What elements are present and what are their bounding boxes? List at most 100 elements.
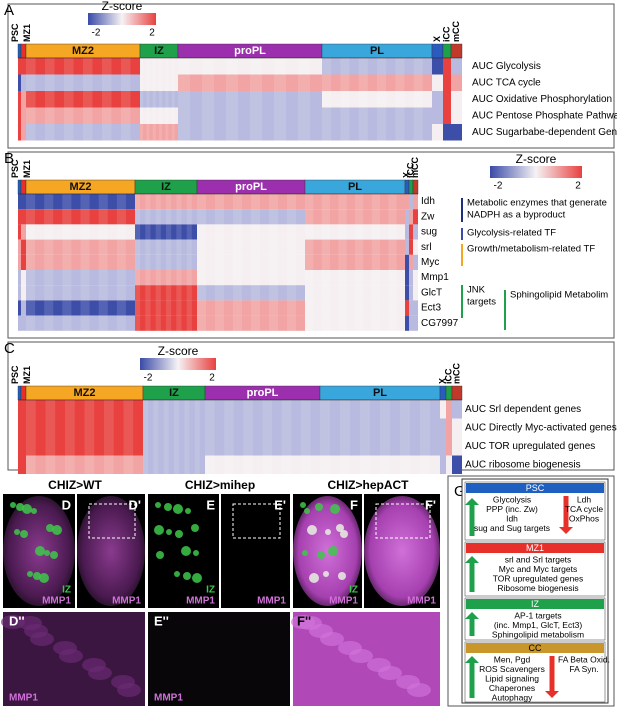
heatmap-texture	[215, 194, 224, 210]
heatmap-cell	[140, 91, 178, 108]
heatmap-cell	[26, 254, 135, 270]
heatmap-texture	[205, 400, 215, 419]
heatmap-texture	[98, 209, 108, 225]
heatmap-texture	[166, 209, 172, 225]
heatmap-cell	[432, 124, 443, 141]
heatmap-cell	[26, 124, 140, 141]
heatmap-texture	[400, 400, 410, 419]
heatmap-cell	[140, 58, 178, 75]
heatmap-texture	[215, 254, 224, 270]
heatmap-texture	[321, 239, 330, 255]
heatmap-texture	[165, 74, 169, 91]
colorbar-tick: 2	[149, 28, 155, 39]
summary-box	[461, 478, 609, 704]
heatmap-cell	[413, 209, 418, 225]
heatmap-texture	[371, 285, 380, 301]
row-label: AUC Directly Myc-activated genes	[465, 422, 617, 433]
heatmap-texture	[145, 209, 151, 225]
gfp-cell	[166, 529, 172, 535]
cluster-label: MZ2	[72, 45, 94, 57]
heatmap-texture	[152, 107, 156, 124]
heatmap-texture	[165, 58, 169, 75]
heatmap-texture	[135, 270, 141, 286]
colorbar-tick: 2	[575, 181, 581, 192]
heatmap-texture	[340, 74, 350, 91]
heatmap-cell	[26, 315, 135, 331]
heatmap-texture	[300, 455, 311, 474]
heatmap-cell	[18, 285, 21, 301]
heatmap-texture	[250, 124, 262, 141]
colorbar-title: Z-score	[158, 344, 199, 358]
heatmap-texture	[65, 455, 75, 474]
heatmap-texture	[355, 254, 364, 270]
gfp-cell	[164, 503, 172, 511]
heatmap-cell	[143, 437, 205, 456]
zoom-box	[375, 503, 431, 539]
heatmap-texture	[194, 437, 200, 456]
heatmap-texture	[371, 224, 380, 240]
heatmap-texture	[166, 300, 172, 316]
heatmap-cell	[413, 315, 418, 331]
cluster-bar	[17, 385, 22, 401]
heatmap-texture	[44, 300, 54, 316]
cluster-bar	[20, 385, 27, 401]
heatmap-texture	[155, 239, 161, 255]
heatmap-cell	[305, 285, 405, 301]
heatmap-cell	[443, 58, 451, 75]
heatmap-texture	[215, 315, 224, 331]
heatmap-texture	[80, 254, 90, 270]
pathway: TOR upregulated genes	[493, 573, 584, 583]
heatmap-texture	[44, 254, 54, 270]
heatmap-texture	[159, 107, 163, 124]
heatmap-texture	[338, 194, 347, 210]
heatmap-texture	[197, 239, 206, 255]
heatmap-cell	[197, 239, 305, 255]
gfp-cell	[44, 550, 50, 556]
cluster-bar	[408, 179, 414, 195]
heatmap-texture	[84, 437, 95, 456]
heatmap-texture	[224, 400, 234, 419]
heatmap-texture	[62, 224, 72, 240]
panel-label: C	[4, 340, 15, 357]
gfp-cell	[27, 571, 33, 577]
heatmap-texture	[300, 418, 311, 437]
heatmap-texture	[44, 315, 54, 331]
image-title: CHIZ>WT	[48, 478, 102, 492]
heatmap-texture	[360, 437, 370, 456]
heatmap-texture	[155, 224, 161, 240]
heatmap-texture	[176, 285, 182, 301]
image-title: CHIZ>mihep	[185, 478, 255, 492]
gfp-cell	[10, 502, 16, 508]
heatmap-texture	[377, 58, 387, 75]
heatmap-cell	[135, 315, 197, 331]
heatmap-texture	[62, 254, 72, 270]
heatmap-texture	[287, 224, 296, 240]
heatmap-texture	[26, 437, 36, 456]
heatmap-cell	[205, 455, 320, 474]
heatmap-cell	[18, 455, 21, 474]
heatmap-texture	[251, 315, 260, 331]
stain-label: MMP1	[257, 596, 286, 607]
heatmap-texture	[102, 74, 112, 91]
heatmap-cell	[452, 455, 462, 474]
colorbar-tick: -2	[144, 373, 153, 384]
heatmap-texture	[116, 285, 126, 301]
heatmap-cell	[18, 91, 21, 108]
heatmap-texture	[26, 224, 36, 240]
heatmap-texture	[163, 400, 169, 419]
heatmap-texture	[186, 254, 192, 270]
heatmap-texture	[176, 224, 182, 240]
heatmap-cell	[143, 455, 205, 474]
heatmap-texture	[262, 418, 273, 437]
heatmap-cell	[446, 418, 452, 437]
heatmap-texture	[135, 315, 141, 331]
heatmap-texture	[146, 124, 150, 141]
cluster-label: IZ	[161, 181, 171, 193]
heatmap-texture	[26, 194, 36, 210]
heatmap-texture	[135, 254, 141, 270]
heatmap-cell	[18, 300, 21, 316]
cluster-bar	[445, 385, 453, 401]
heatmap-cell	[26, 418, 143, 437]
heatmap-cell	[21, 437, 26, 456]
heatmap-texture	[388, 285, 397, 301]
